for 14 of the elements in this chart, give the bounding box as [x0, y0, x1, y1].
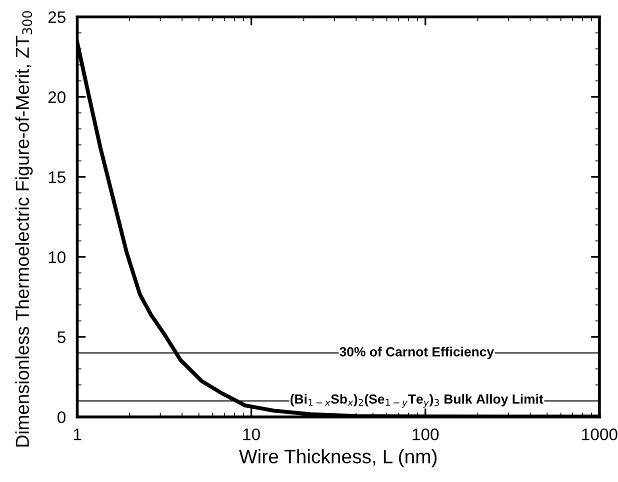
y-tick-label: 10 — [48, 251, 66, 264]
x-tick-label: 10 — [243, 428, 260, 440]
x-tick-label: 1 — [74, 428, 82, 440]
text: (Bi$_{1−x}$Sb$_{x}$)$_{2}$(Se$_{1−y}$Te$_{y}$)$_{3}$ Bulk Alloy Limit — [290, 394, 544, 408]
x-tick-label: 100 — [412, 428, 439, 440]
y-tick-label: 5 — [58, 331, 66, 344]
x-axis-title: Wire Thickness, L (nm) — [239, 449, 437, 468]
ref-line-label: 30% of Carnot Efficiency — [340, 346, 494, 360]
y-tick-label: 15 — [48, 171, 66, 184]
y-tick-label: 25 — [48, 11, 66, 24]
y-tick-label: 0 — [58, 411, 66, 424]
y-axis-title: Dimensionless Thermoelectric Figure-of-Merit, ZT$_{300}$ — [15, 11, 33, 447]
x-tick-label: 1000 — [582, 428, 618, 440]
y-tick-label: 20 — [48, 91, 66, 104]
